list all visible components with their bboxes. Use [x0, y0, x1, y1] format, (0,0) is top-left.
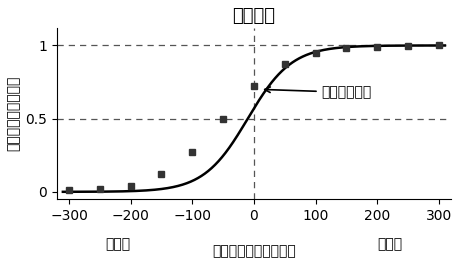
Text: 右手先と判断: 右手先と判断 — [264, 85, 371, 99]
Title: 触覚刺激: 触覚刺激 — [232, 7, 275, 25]
Text: 左手先: 左手先 — [106, 237, 131, 251]
X-axis label: 刺激時間差（ミリ秒）: 刺激時間差（ミリ秒） — [212, 244, 295, 258]
Y-axis label: 判断確率（右手先）: 判断確率（右手先） — [7, 76, 21, 151]
Text: 右手先: 右手先 — [376, 237, 401, 251]
